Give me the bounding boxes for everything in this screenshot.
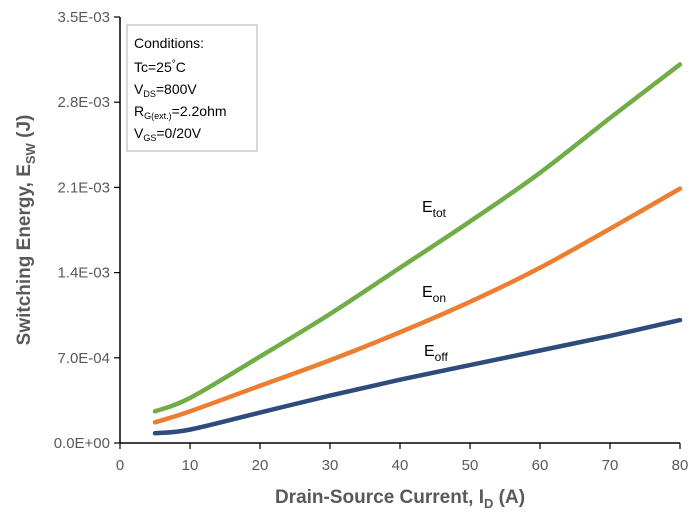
y-axis-title-tail: (J) — [14, 115, 35, 144]
y-tick-label: 3.5E-03 — [57, 9, 110, 26]
series-lines — [152, 62, 683, 436]
y-tick-label: 7.0E-04 — [57, 350, 110, 367]
condition-vds-sub: DS — [143, 89, 156, 99]
x-tick-label: 0 — [116, 457, 124, 474]
condition-tc-degree: ° — [172, 59, 176, 70]
x-axis-title-tail: (A) — [493, 487, 525, 508]
y-tick-label: 1.4E-03 — [57, 265, 110, 282]
series-label-eon-sub: on — [433, 291, 446, 305]
series-line-on — [152, 186, 683, 425]
condition-vgs-value: =0/20V — [156, 125, 201, 141]
condition-tc: Tc=25°C — [134, 59, 186, 75]
x-tick-label: 10 — [182, 457, 199, 474]
y-axis-title-main: Switching Energy, E — [14, 164, 35, 345]
condition-tc-main: Tc=25 — [134, 59, 172, 75]
series-label-etot: Etot — [422, 199, 447, 220]
x-tick-label: 60 — [532, 457, 549, 474]
x-tick-label: 50 — [462, 457, 479, 474]
conditions-box-border — [126, 24, 258, 152]
y-tick-group: 0.0E+00 7.0E-04 1.4E-03 2.1E-03 2.8E-03 3.5E-… — [54, 9, 120, 452]
series-label-eoff-main: E — [424, 343, 435, 360]
series-line-tot — [152, 62, 683, 414]
conditions-title: Conditions: — [134, 35, 204, 51]
x-axis-title: Drain-Source Current, ID (A) — [275, 487, 525, 511]
y-tick-label: 2.8E-03 — [57, 94, 110, 111]
series-line-off — [152, 317, 683, 436]
x-tick-label: 20 — [252, 457, 269, 474]
series-label-eon-main: E — [422, 284, 433, 301]
series-label-eoff-sub: off — [435, 350, 449, 364]
condition-rg: RG(ext.)=2.2ohm — [134, 103, 227, 121]
x-tick-label: 30 — [322, 457, 339, 474]
conditions-box: Conditions: Tc=25°C VDS=800V RG(ext.)=2.… — [126, 24, 258, 152]
condition-rg-value: =2.2ohm — [172, 103, 227, 119]
y-tick-label: 2.1E-03 — [57, 179, 110, 196]
series-label-etot-sub: tot — [433, 206, 447, 220]
condition-rg-sub: G(ext.) — [144, 111, 172, 121]
condition-vgs-main: V — [134, 125, 144, 141]
condition-vgs-sub: GS — [143, 133, 156, 143]
series-label-etot-main: E — [422, 199, 433, 216]
x-axis-title-main: Drain-Source Current, I — [275, 487, 484, 508]
x-tick-label: 70 — [602, 457, 619, 474]
x-tick-label: 40 — [392, 457, 409, 474]
y-axis-title: Switching Energy, ESW (J) — [14, 115, 38, 346]
series-label-eon: Eon — [422, 284, 446, 305]
series-label-eoff: Eoff — [424, 343, 448, 364]
x-tick-label: 80 — [672, 457, 689, 474]
x-tick-group: 0 10 20 30 40 50 60 70 80 — [116, 443, 689, 474]
y-tick-label: 0.0E+00 — [54, 435, 110, 452]
x-axis-title-sub: D — [484, 496, 493, 511]
condition-vds: VDS=800V — [134, 81, 197, 99]
condition-rg-main: R — [134, 103, 144, 119]
condition-vds-value: =800V — [156, 81, 198, 97]
condition-vgs: VGS=0/20V — [134, 125, 202, 143]
condition-vds-main: V — [134, 81, 144, 97]
y-axis-title-sub: SW — [23, 142, 38, 164]
condition-tc-unit: C — [176, 59, 186, 75]
